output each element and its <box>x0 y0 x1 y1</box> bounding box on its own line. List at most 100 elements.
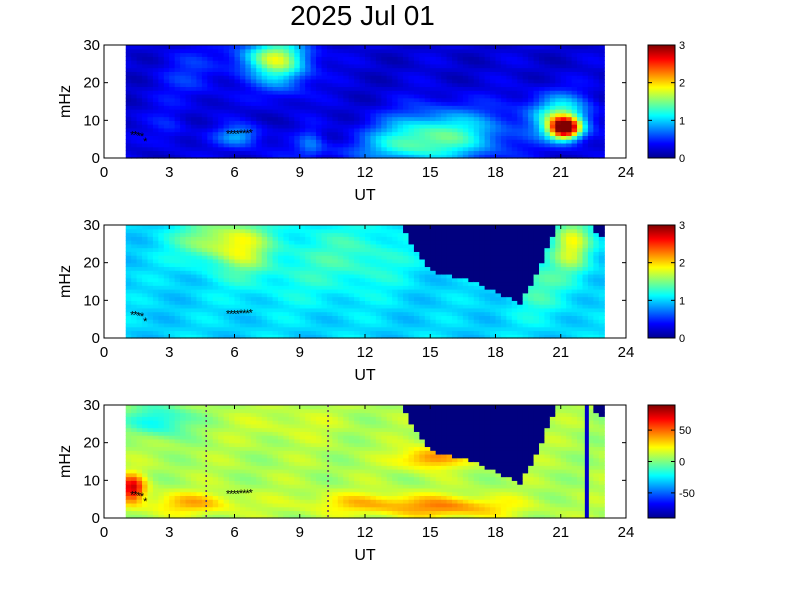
heatmap-cell <box>234 240 241 245</box>
heatmap-cell <box>185 292 192 298</box>
heatmap-cell <box>256 307 263 313</box>
heatmap-cell <box>452 255 459 260</box>
heatmap-cell <box>533 225 540 230</box>
heatmap-cell <box>250 142 257 148</box>
heatmap-cell <box>223 232 230 237</box>
heatmap-cell <box>408 330 415 335</box>
heatmap-cell <box>196 127 203 133</box>
heatmap-cell <box>332 63 339 69</box>
heatmap-cell <box>386 281 393 286</box>
heatmap-cell <box>142 277 149 283</box>
heatmap-cell <box>185 67 192 72</box>
heatmap-cell <box>261 247 268 252</box>
heatmap-cell <box>370 289 377 294</box>
heatmap-cell <box>201 150 208 155</box>
heatmap-cell <box>408 139 415 144</box>
heatmap-cell <box>495 311 502 316</box>
heatmap-cell <box>234 262 241 268</box>
heatmap-cell <box>218 52 225 57</box>
heatmap-cell <box>452 82 459 88</box>
heatmap-cell <box>191 131 198 136</box>
heatmap-cell <box>169 311 176 316</box>
heatmap-cell <box>381 292 388 298</box>
heatmap-cell <box>348 232 355 237</box>
heatmap-cell <box>152 273 159 279</box>
heatmap-cell <box>506 139 513 144</box>
heatmap-cell <box>441 289 448 294</box>
heatmap-cell <box>152 281 159 286</box>
heatmap-cell <box>147 78 154 84</box>
heatmap-cell <box>229 326 236 332</box>
heatmap-cell <box>533 326 540 332</box>
heatmap-cell <box>136 326 143 332</box>
heatmap-cell <box>294 277 301 283</box>
heatmap-cell <box>348 112 355 118</box>
heatmap-cell <box>511 120 518 125</box>
heatmap-cell <box>272 60 279 65</box>
heatmap-cell <box>337 154 344 159</box>
heatmap-cell <box>278 112 285 118</box>
heatmap-cell <box>332 281 339 286</box>
heatmap-cell <box>424 311 431 316</box>
heatmap-cell <box>288 236 295 241</box>
heatmap-cell <box>169 116 176 121</box>
heatmap-cell <box>452 330 459 335</box>
heatmap-cell <box>180 262 187 268</box>
heatmap-cell <box>430 304 437 309</box>
heatmap-cell <box>234 154 241 159</box>
heatmap-cell <box>441 319 448 324</box>
heatmap-cell <box>245 150 252 155</box>
heatmap-cell <box>544 56 551 61</box>
heatmap-cell <box>158 139 165 144</box>
heatmap-cell <box>316 262 323 268</box>
heatmap-cell <box>267 262 274 268</box>
heatmap-cell <box>316 243 323 249</box>
heatmap-cell <box>299 270 306 275</box>
heatmap-cell <box>185 258 192 264</box>
heatmap-cell <box>267 273 274 279</box>
heatmap-cell <box>332 225 339 230</box>
heatmap-cell <box>424 232 431 237</box>
heatmap-cell <box>484 135 491 140</box>
heatmap-cell <box>283 322 290 328</box>
heatmap-cell <box>245 146 252 152</box>
heatmap-cell <box>495 232 502 237</box>
heatmap-cell <box>310 277 317 283</box>
heatmap-cell <box>207 322 214 328</box>
heatmap-cell <box>375 262 382 268</box>
heatmap-cell <box>392 116 399 121</box>
heatmap-cell <box>506 71 513 76</box>
heatmap-cell <box>125 240 132 245</box>
heatmap-cell <box>462 240 469 245</box>
heatmap-cell <box>495 52 502 57</box>
heatmap-cell <box>544 112 551 118</box>
heatmap-cell <box>381 315 388 320</box>
heatmap-cell <box>267 124 274 129</box>
heatmap-cell <box>299 330 306 335</box>
heatmap-cell <box>354 326 361 332</box>
heatmap-cell <box>239 109 246 114</box>
heatmap-cell <box>359 93 366 99</box>
heatmap-cell <box>256 240 263 245</box>
heatmap-cell <box>305 105 312 110</box>
heatmap-cell <box>136 135 143 140</box>
heatmap-cell <box>326 240 333 245</box>
heatmap-cell <box>359 296 366 301</box>
heatmap-cell <box>321 52 328 57</box>
heatmap-cell <box>316 326 323 332</box>
heatmap-cell <box>125 67 132 72</box>
heatmap-cell <box>142 270 149 275</box>
heatmap-cell <box>218 258 225 264</box>
heatmap-cell <box>473 142 480 148</box>
heatmap-cell <box>413 71 420 76</box>
heatmap-cell <box>131 45 138 50</box>
heatmap-cell <box>207 228 214 234</box>
heatmap-cell <box>348 82 355 88</box>
heatmap-cell <box>316 150 323 155</box>
heatmap-cell <box>299 311 306 316</box>
heatmap-cell <box>473 273 480 279</box>
heatmap-cell <box>500 232 507 237</box>
heatmap-cell <box>299 277 306 283</box>
heatmap-cell <box>196 296 203 301</box>
heatmap-cell <box>528 56 535 61</box>
